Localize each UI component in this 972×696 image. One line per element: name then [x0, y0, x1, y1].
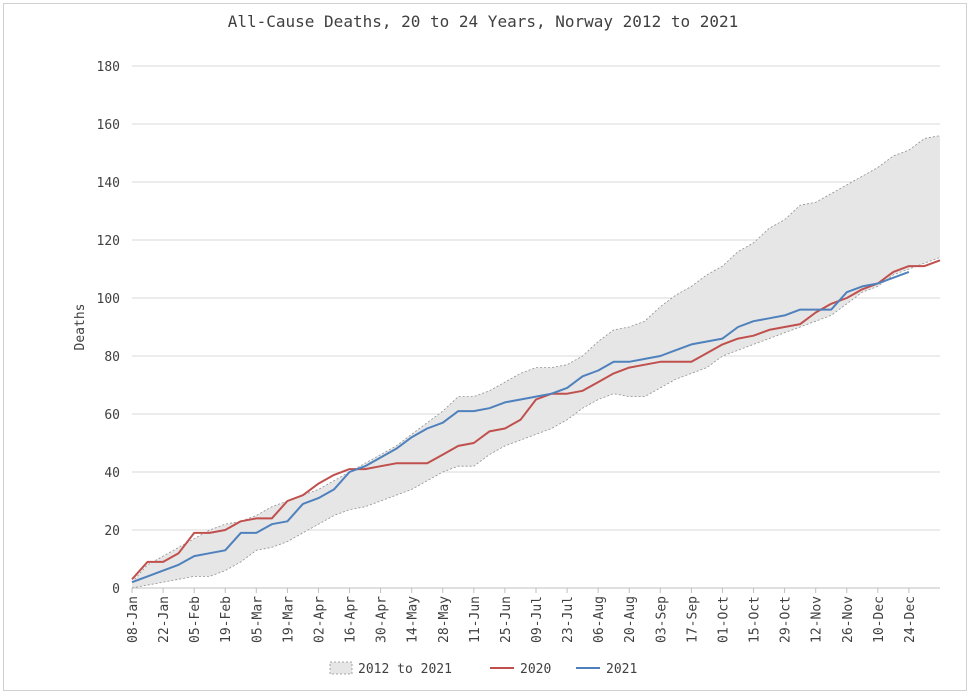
x-tick-label: 11-Jun [468, 596, 483, 643]
y-tick-label: 100 [97, 292, 120, 307]
y-tick-label: 20 [104, 524, 120, 539]
x-tick-label: 20-Aug [623, 596, 638, 643]
x-tick-label: 01-Oct [716, 596, 731, 643]
x-tick-label: 10-Dec [872, 596, 887, 643]
legend-label-2020: 2020 [520, 662, 551, 677]
x-axis-ticks: 08-Jan 22-Jan 05-Feb 19-Feb 05-Mar 19-Mar 02-A… [126, 588, 918, 643]
x-tick-label: 25-Jun [499, 596, 514, 643]
x-tick-label: 19-Mar [281, 596, 296, 643]
x-tick-label: 24-Dec [903, 596, 918, 643]
x-tick-label: 14-May [406, 596, 421, 643]
x-tick-label: 19-Feb [219, 596, 234, 643]
legend-label-2021: 2021 [606, 662, 637, 677]
y-tick-label: 40 [104, 466, 120, 481]
x-tick-label: 09-Jul [530, 596, 545, 643]
x-tick-label: 26-Nov [841, 596, 856, 643]
x-tick-label: 12-Nov [810, 596, 825, 643]
legend-label-band: 2012 to 2021 [358, 662, 452, 677]
y-tick-label: 80 [104, 350, 120, 365]
x-tick-label: 23-Jul [561, 596, 576, 643]
chart-title: All-Cause Deaths, 20 to 24 Years, Norway… [228, 12, 739, 31]
series-line-2021 [131, 270, 910, 584]
x-tick-label: 17-Sep [685, 596, 700, 643]
x-tick-label: 30-Apr [375, 596, 390, 643]
x-tick-label: 03-Sep [654, 596, 669, 643]
x-tick-label: 29-Oct [779, 596, 794, 643]
x-tick-label: 05-Feb [188, 596, 203, 643]
series-line-2020 [131, 259, 941, 580]
range-band-layer [131, 135, 941, 589]
x-tick-label: 22-Jan [157, 596, 172, 643]
legend: 2012 to 2021 2020 2021 [329, 661, 637, 677]
x-tick-label: 06-Aug [592, 596, 607, 643]
series-layer [131, 259, 941, 584]
x-tick-label: 08-Jan [126, 596, 141, 643]
legend-swatch-band [329, 661, 353, 675]
y-tick-label: 120 [97, 234, 120, 249]
range-band-area [132, 135, 940, 588]
x-tick-label: 15-Oct [748, 596, 763, 643]
y-tick-label: 180 [97, 60, 120, 75]
y-tick-label: 0 [112, 582, 120, 597]
y-tick-label: 140 [97, 176, 120, 191]
y-axis-label: Deaths [73, 304, 88, 351]
x-tick-label: 02-Apr [312, 596, 327, 643]
gridlines [132, 65, 940, 589]
y-tick-label: 60 [104, 408, 120, 423]
x-tick-label: 28-May [437, 596, 452, 643]
x-tick-label: 16-Apr [344, 596, 359, 643]
x-tick-label: 05-Mar [250, 596, 265, 643]
y-tick-label: 160 [97, 118, 120, 133]
y-axis-ticks: 0 20 40 60 80 100 120 140 160 180 [97, 60, 120, 597]
